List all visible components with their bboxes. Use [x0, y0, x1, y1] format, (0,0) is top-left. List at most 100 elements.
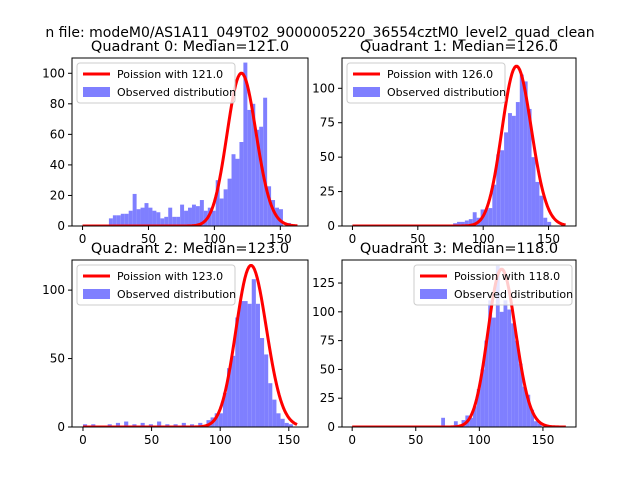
y-tick-label: 0 [327, 219, 335, 233]
legend-label-poisson: Poission with 126.0 [387, 68, 493, 81]
y-tick-label: 100 [312, 81, 335, 95]
x-tick-label: 100 [472, 232, 495, 246]
histogram-bar [168, 207, 173, 226]
legend-label-observed: Observed distribution [387, 86, 506, 99]
x-tick-label: 50 [141, 232, 156, 246]
histogram-bar [222, 392, 228, 427]
x-tick-label: 0 [348, 433, 356, 447]
y-tick-label: 60 [50, 127, 65, 141]
histogram-bar [472, 406, 477, 427]
histogram-bar [492, 184, 497, 226]
histogram-bar [263, 97, 268, 226]
histogram-bar [157, 421, 162, 427]
histogram-bar [214, 413, 219, 427]
axes-frame [71, 259, 309, 428]
histogram-bar [453, 421, 458, 427]
histogram-bar [488, 208, 493, 226]
histogram-bar [518, 363, 523, 427]
y-tick-label: 20 [50, 188, 65, 202]
histogram-bar [457, 221, 461, 226]
axes-frame [341, 57, 577, 227]
subplot-title: Quadrant 2: Median=123.0 [91, 241, 289, 257]
histogram-bar [243, 62, 248, 226]
histogram-bar [499, 311, 504, 427]
histogram-bar [534, 421, 538, 427]
y-tick-label: 25 [320, 391, 335, 405]
legend: Poission with 118.0 Observed distribution [413, 264, 573, 306]
subplot-0: 0 50 100 150 0 20 40 60 80 100 Poission with 121.0… [42, 39, 309, 246]
histogram-bar [184, 210, 189, 226]
y-tick-label: 75 [320, 116, 335, 130]
y-tick-label: 0 [327, 420, 335, 434]
histogram-bar [181, 422, 186, 427]
histogram-bar [152, 210, 157, 226]
legend-frame [76, 62, 236, 104]
histogram-bar [148, 207, 153, 226]
histogram-bar [172, 216, 177, 226]
histogram-bar [268, 383, 273, 427]
legend-label-observed: Observed distribution [117, 288, 236, 301]
histogram-bar [526, 394, 531, 427]
histogram-bar [503, 300, 508, 427]
histogram-bar [136, 209, 141, 226]
histogram-bar [198, 422, 203, 427]
x-tick-label: 50 [410, 232, 425, 246]
histogram-bar [140, 422, 145, 427]
subplot-grid: 0 50 100 150 0 20 40 60 80 100 Poission with 121.0… [42, 39, 577, 447]
legend: Poission with 123.0 Observed distribution [76, 264, 236, 306]
subplot-2: 0 50 100 150 0 50 100 Poission with 123.0 Observ… [42, 241, 309, 447]
subplot-3: 0 50 100 150 0 25 50 75 100 125 Poission with 118.… [312, 241, 577, 447]
histogram-bar [180, 204, 185, 226]
y-tick-label: 40 [50, 158, 65, 172]
legend-bar-swatch [83, 289, 110, 299]
histogram-bar [500, 150, 505, 226]
x-tick-label: 100 [203, 232, 226, 246]
histogram-bar [530, 409, 535, 427]
histogram-bar [251, 103, 256, 226]
histogram-bar [468, 219, 473, 226]
x-tick-label: 150 [277, 433, 300, 447]
legend-bar-swatch [420, 289, 447, 299]
y-tick-label: 50 [320, 150, 335, 164]
subplot-title: Quadrant 1: Median=126.0 [360, 39, 558, 55]
figure-suptitle: n file: modeM0/AS1A11_049T02_9000005220_… [45, 25, 594, 41]
y-tick-label: 50 [50, 352, 65, 366]
histogram-bar [160, 218, 165, 226]
x-tick-label: 150 [269, 232, 292, 246]
y-tick-label: 125 [312, 276, 335, 290]
histogram-bar [535, 181, 540, 226]
histogram-bar [188, 207, 192, 226]
histogram-bar [547, 221, 552, 226]
histogram-bar [504, 132, 509, 226]
histogram-bar [460, 221, 465, 226]
histogram-bar [215, 180, 220, 226]
histogram-bar [464, 220, 469, 226]
histogram-bar [255, 129, 260, 226]
histogram-bar [496, 154, 501, 226]
histogram-bar [259, 126, 264, 226]
histogram-bar [144, 203, 149, 226]
y-tick-label: 75 [320, 334, 335, 348]
legend-label-observed: Observed distribution [117, 86, 236, 99]
y-tick-label: 50 [320, 362, 335, 376]
histogram-bar [543, 217, 548, 226]
y-tick-label: 0 [57, 219, 65, 233]
histogram-bar [239, 142, 244, 226]
legend: Poission with 121.0 Observed distribution [76, 62, 236, 104]
x-tick-label: 0 [349, 232, 357, 246]
histogram-bar [211, 210, 216, 226]
x-tick-label: 50 [408, 433, 423, 447]
subplot-title: Quadrant 0: Median=121.0 [91, 39, 289, 55]
histogram-bar [515, 102, 520, 226]
histogram-bar [140, 207, 145, 226]
legend-label-poisson: Poission with 121.0 [117, 68, 223, 81]
legend-bar-swatch [353, 87, 380, 97]
plot-area [82, 62, 298, 226]
legend-bar-swatch [83, 87, 110, 97]
histogram-bar [116, 215, 121, 226]
axes-frame [71, 57, 309, 227]
histogram-bar [492, 317, 496, 427]
histogram-bar [195, 206, 200, 226]
poisson-curve [351, 267, 567, 427]
